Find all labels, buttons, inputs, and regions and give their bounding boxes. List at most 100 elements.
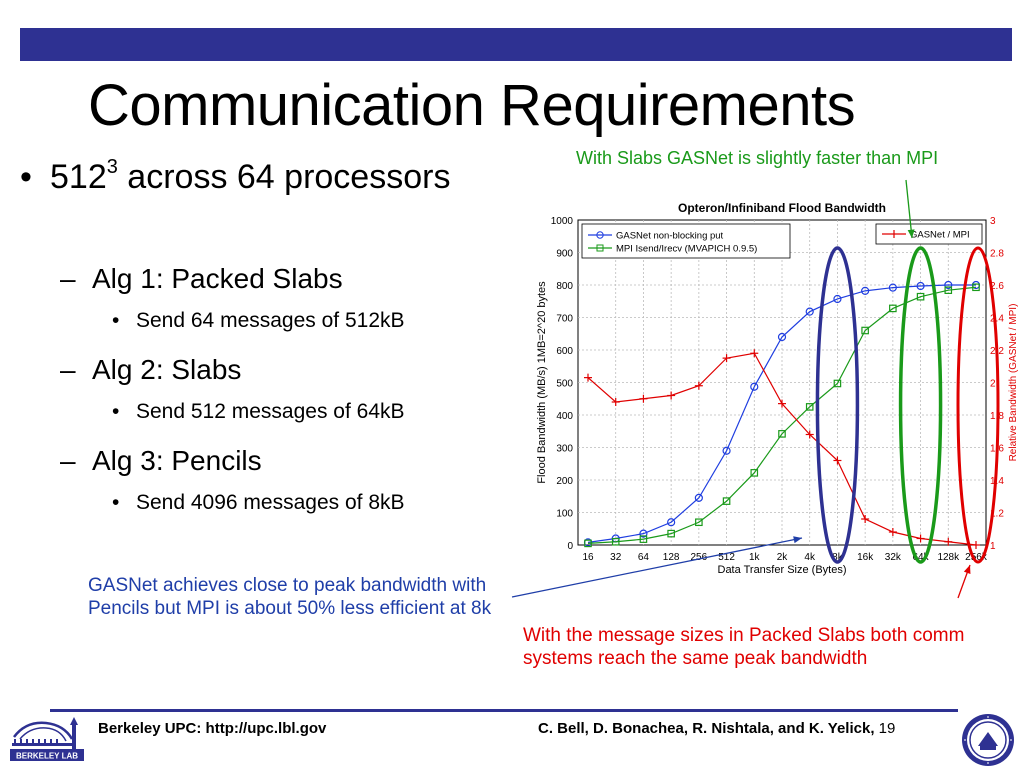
data-point bbox=[722, 497, 731, 505]
series-line bbox=[587, 284, 976, 543]
y2-axis-label: Relative Bandwidth (GASNet / MPI) bbox=[1008, 304, 1019, 462]
y2-tick-label: 3 bbox=[990, 216, 996, 227]
slide-title: Communication Requirements bbox=[88, 73, 856, 138]
footer-url: Berkeley UPC: http://upc.lbl.gov bbox=[98, 720, 327, 737]
data-point bbox=[833, 294, 842, 304]
y-tick-label: 500 bbox=[556, 379, 573, 390]
y2-tick-label: 2.6 bbox=[990, 281, 1004, 292]
legend-label: GASNet non-blocking put bbox=[616, 231, 724, 242]
data-point bbox=[805, 403, 814, 411]
uc-seal-icon bbox=[962, 714, 1014, 766]
sub-bullet: • bbox=[112, 491, 120, 514]
data-point bbox=[667, 529, 675, 538]
y-tick-label: 100 bbox=[556, 509, 573, 520]
bullet-dot: • bbox=[20, 158, 32, 196]
x-tick-label: 128k bbox=[937, 552, 960, 563]
annotation-blue: GASNet achieves close to peak bandwidth … bbox=[88, 575, 492, 619]
page-number: 19 bbox=[878, 720, 896, 737]
series-line bbox=[587, 286, 977, 544]
data-point bbox=[888, 283, 897, 292]
data-point bbox=[777, 332, 787, 342]
logo-text: BERKELEY LAB bbox=[16, 752, 78, 761]
data-point bbox=[916, 292, 925, 301]
annotation-red: With the message sizes in Packed Slabs b… bbox=[523, 625, 965, 669]
x-tick-label: 32k bbox=[885, 552, 902, 563]
data-point bbox=[750, 382, 759, 391]
data-point bbox=[694, 493, 703, 502]
highlight-ellipse-8k bbox=[815, 246, 860, 564]
top-bar bbox=[20, 28, 1012, 61]
y-tick-label: 800 bbox=[556, 281, 573, 292]
alg-2-detail-text: Send 512 messages of 64kB bbox=[136, 400, 405, 423]
y-tick-label: 900 bbox=[556, 249, 573, 260]
legend-right bbox=[875, 223, 983, 245]
alg-3-detail-text: Send 4096 messages of 8kB bbox=[136, 491, 405, 514]
x-axis-label: Data Transfer Size (Bytes) bbox=[718, 564, 847, 576]
data-point bbox=[639, 529, 648, 538]
alg-2-label: Alg 2: Slabs bbox=[92, 354, 242, 385]
y2-tick-label: 2.8 bbox=[990, 249, 1004, 260]
data-point bbox=[944, 280, 953, 290]
alg-1-label: Alg 1: Packed Slabs bbox=[92, 263, 343, 294]
footer-authors: C. Bell, D. Bonachea, R. Nishtala, and K… bbox=[538, 720, 875, 737]
data-point bbox=[861, 326, 869, 335]
highlight-ellipse-256k bbox=[956, 246, 1000, 564]
y-tick-label: 700 bbox=[556, 314, 573, 325]
arrow-green bbox=[905, 179, 913, 239]
y-tick-label: 200 bbox=[556, 476, 573, 487]
alg-1-detail-text: Send 64 messages of 512kB bbox=[136, 309, 405, 332]
arrow-blue-head bbox=[793, 536, 802, 544]
data-point bbox=[944, 286, 953, 295]
y-axis-label: Flood Bandwidth (MB/s) 1MB=2^20 bytes bbox=[536, 281, 548, 484]
data-point bbox=[750, 469, 759, 477]
data-point bbox=[584, 539, 592, 548]
data-point bbox=[833, 379, 842, 388]
alg-3: – Alg 3: Pencils bbox=[60, 445, 262, 477]
x-tick-label: 16k bbox=[857, 552, 874, 563]
data-point bbox=[805, 307, 814, 316]
y2-tick-label: 2 bbox=[990, 379, 996, 390]
legend-marker bbox=[596, 244, 604, 252]
x-tick-label: 4k bbox=[804, 552, 816, 563]
y-tick-label: 300 bbox=[556, 444, 573, 455]
x-tick-label: 64 bbox=[638, 552, 650, 563]
alg-2-detail: • Send 512 messages of 64kB bbox=[112, 400, 405, 424]
alg-3-label: Alg 3: Pencils bbox=[92, 445, 262, 476]
data-point bbox=[611, 537, 620, 546]
alg-3-detail: • Send 4096 messages of 8kB bbox=[112, 491, 405, 515]
data-point bbox=[695, 518, 703, 527]
data-point bbox=[778, 430, 786, 438]
berkeley-lab-logo: BERKELEY LAB bbox=[10, 717, 84, 761]
y2-tick-label: 1.4 bbox=[990, 476, 1004, 487]
legend-label: MPI Isend/Irecv (MVAPICH 0.9.5) bbox=[616, 244, 757, 255]
y2-tick-label: 2.4 bbox=[990, 314, 1004, 325]
arrow-blue bbox=[511, 537, 803, 598]
x-tick-label: 32 bbox=[610, 552, 622, 563]
arrow-green-head bbox=[907, 229, 915, 238]
y-tick-label: 600 bbox=[556, 346, 573, 357]
footer-authors-block: C. Bell, D. Bonachea, R. Nishtala, and K… bbox=[538, 720, 895, 737]
highlight-ellipse-64k bbox=[898, 246, 943, 564]
dash: – bbox=[60, 354, 76, 385]
bullet-main-prefix: 512 bbox=[50, 158, 107, 196]
y-tick-label: 1000 bbox=[551, 216, 574, 227]
footer-line bbox=[50, 709, 958, 712]
data-point bbox=[889, 304, 897, 313]
data-point bbox=[916, 281, 925, 291]
x-tick-label: 256k bbox=[965, 552, 988, 563]
x-tick-label: 256 bbox=[691, 552, 708, 563]
legend-left bbox=[581, 223, 791, 259]
x-tick-label: 16 bbox=[582, 552, 594, 563]
dash: – bbox=[60, 263, 76, 294]
sub-bullet: • bbox=[112, 309, 120, 332]
data-point bbox=[861, 286, 870, 295]
x-tick-label: 128 bbox=[663, 552, 680, 563]
y2-tick-label: 1 bbox=[990, 541, 996, 552]
y2-tick-label: 1.2 bbox=[990, 509, 1004, 520]
x-tick-label: 1k bbox=[749, 552, 761, 563]
x-tick-label: 64k bbox=[913, 552, 930, 563]
alg-1-detail: • Send 64 messages of 512kB bbox=[112, 309, 405, 333]
x-tick-label: 8k bbox=[832, 552, 844, 563]
bullet-main-suffix: across 64 processors bbox=[117, 158, 451, 196]
